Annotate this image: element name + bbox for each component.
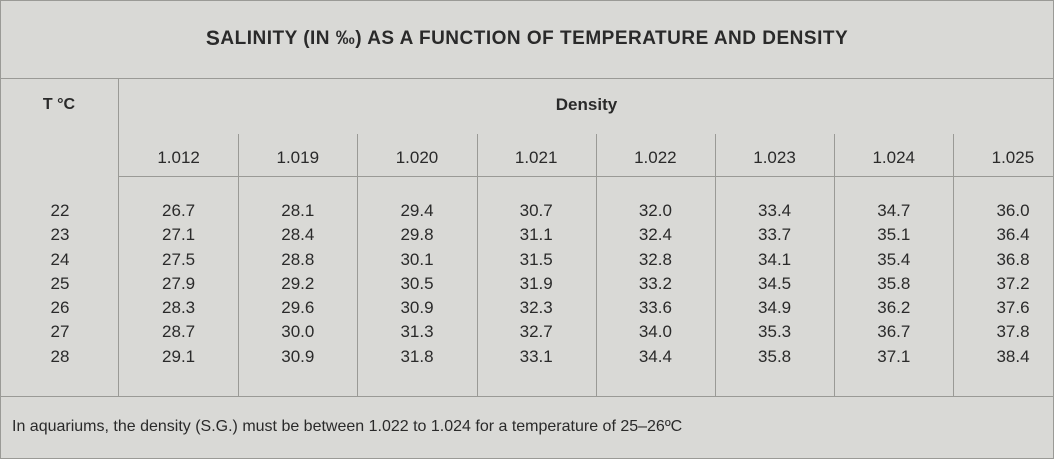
table-bottom-rule: [0, 396, 1054, 397]
salinity-column-1.019: 28.1 28.4 28.8 29.2 29.6 30.0 30.9: [258, 199, 338, 369]
temperature-header: T °C: [42, 96, 76, 113]
salinity-cell: 37.1: [877, 346, 911, 366]
salinity-cell: 29.1: [162, 346, 196, 366]
salinity-cell: 34.0: [638, 322, 672, 342]
salinity-column-1.020: 29.4 29.8 30.1 30.5 30.9 31.3 31.8: [377, 199, 457, 369]
temperature-column: 22 23 24 25 26 27 28: [40, 199, 80, 369]
salinity-column-1.021: 30.7 31.1 31.5 31.9 32.3 32.7 33.1: [496, 199, 576, 369]
salinity-cell: 35.3: [758, 322, 792, 342]
salinity-cell: 26.7: [162, 201, 196, 220]
salinity-cell: 36.7: [877, 322, 911, 342]
salinity-cell: 34.4: [638, 346, 672, 366]
salinity-cell: 30.9: [400, 298, 434, 318]
salinity-cell: 37.2: [996, 273, 1030, 293]
salinity-cell: 29.4: [400, 201, 434, 220]
density-column-divider: [595, 134, 597, 396]
salinity-cell: 33.6: [638, 298, 672, 318]
salinity-cell: 31.8: [400, 346, 434, 366]
salinity-cell: 30.5: [400, 273, 434, 293]
salinity-cell: 27.5: [162, 249, 196, 269]
salinity-cell: 31.3: [400, 322, 434, 342]
density-value-5: 1.023: [753, 148, 796, 167]
density-column-divider: [238, 134, 240, 396]
footnote: In aquariums, the density (S.G.) must be…: [12, 418, 683, 435]
salinity-column-1.024: 34.7 35.1 35.4 35.8 36.2 36.7 37.1: [854, 199, 934, 369]
salinity-cell: 32.8: [638, 249, 672, 269]
salinity-cell: 30.1: [400, 249, 434, 269]
salinity-cell: 30.9: [281, 346, 315, 366]
temperature-value: 23: [50, 225, 70, 245]
temperature-value: 27: [50, 322, 70, 342]
salinity-cell: 28.4: [281, 225, 315, 245]
salinity-cell: 37.6: [996, 298, 1030, 318]
density-value-4: 1.022: [634, 148, 677, 167]
density-column-divider: [357, 134, 359, 396]
salinity-cell: 36.0: [996, 201, 1030, 220]
salinity-cell: 35.8: [877, 273, 911, 293]
density-column-divider: [953, 134, 955, 396]
salinity-cell: 29.6: [281, 298, 315, 318]
density-value-6: 1.024: [872, 148, 915, 167]
density-value-7: 1.025: [991, 148, 1035, 167]
salinity-cell: 32.3: [519, 298, 553, 318]
salinity-cell: 31.1: [519, 225, 553, 245]
density-value-1: 1.019: [276, 148, 320, 167]
salinity-cell: 33.2: [638, 273, 672, 293]
salinity-cell: 28.8: [281, 249, 315, 269]
density-value-0: 1.012: [157, 148, 200, 167]
salinity-cell: 33.4: [758, 201, 792, 220]
salinity-cell: 29.2: [281, 273, 315, 293]
salinity-cell: 36.2: [877, 298, 911, 318]
salinity-cell: 31.9: [519, 273, 553, 293]
salinity-cell: 28.3: [162, 298, 196, 318]
temperature-value: 28: [50, 346, 70, 366]
salinity-cell: 34.9: [758, 298, 792, 318]
salinity-cell: 36.4: [996, 225, 1030, 245]
salinity-column-1.025: 36.0 36.4 36.8 37.2 37.6 37.8 38.4: [973, 199, 1053, 369]
density-values-underline: [119, 176, 1054, 177]
density-value-3: 1.021: [514, 148, 558, 167]
salinity-cell: 27.9: [162, 273, 196, 293]
salinity-cell: 35.4: [877, 249, 911, 269]
salinity-cell: 28.7: [162, 322, 196, 342]
salinity-cell: 34.1: [758, 249, 792, 269]
salinity-cell: 37.8: [996, 322, 1030, 342]
salinity-cell: 29.8: [400, 225, 434, 245]
density-value-2: 1.020: [395, 148, 439, 167]
salinity-cell: 35.1: [877, 225, 911, 245]
salinity-cell: 33.7: [758, 225, 792, 245]
salinity-cell: 34.5: [758, 273, 792, 293]
salinity-cell: 36.8: [996, 249, 1030, 269]
salinity-cell: 32.4: [638, 225, 672, 245]
salinity-cell: 30.7: [519, 201, 553, 220]
salinity-cell: 32.0: [638, 201, 672, 220]
temperature-value: 22: [50, 201, 70, 220]
temperature-value: 24: [50, 249, 70, 269]
density-column-divider: [715, 134, 716, 396]
temperature-value: 26: [50, 298, 70, 318]
salinity-cell: 30.0: [281, 322, 315, 342]
salinity-cell: 28.1: [281, 201, 315, 220]
salinity-column-1.023: 33.4 33.7 34.1 34.5 34.9 35.3 35.8: [735, 199, 815, 369]
title-initial: S: [205, 27, 221, 50]
title-text: ALINITY (IN ‰) AS A FUNCTION OF TEMPERAT…: [220, 28, 849, 49]
density-header: Density: [555, 95, 618, 114]
salinity-column-1.012: 26.7 27.1 27.5 27.9 28.3 28.7 29.1: [139, 199, 219, 369]
salinity-cell: 32.7: [519, 322, 553, 342]
salinity-column-1.022: 32.0 32.4 32.8 33.2 33.6 34.0 34.4: [615, 199, 695, 369]
salinity-cell: 31.5: [519, 249, 553, 269]
density-column-divider: [834, 134, 836, 396]
density-column-divider: [476, 134, 478, 396]
salinity-cell: 33.1: [519, 346, 553, 366]
temp-column-divider: [118, 79, 119, 397]
salinity-cell: 34.7: [877, 201, 911, 220]
temperature-value: 25: [50, 273, 70, 293]
table-title: S ALINITY (IN ‰) AS A FUNCTION OF TEMPERA…: [0, 0, 1054, 79]
salinity-cell: 35.8: [758, 346, 792, 366]
salinity-cell: 27.1: [162, 225, 196, 245]
salinity-cell: 38.4: [996, 346, 1030, 366]
density-values-row: 1.012 1.019 1.020 1.021 1.022 1.023 1.024 1.025: [119, 140, 1054, 176]
